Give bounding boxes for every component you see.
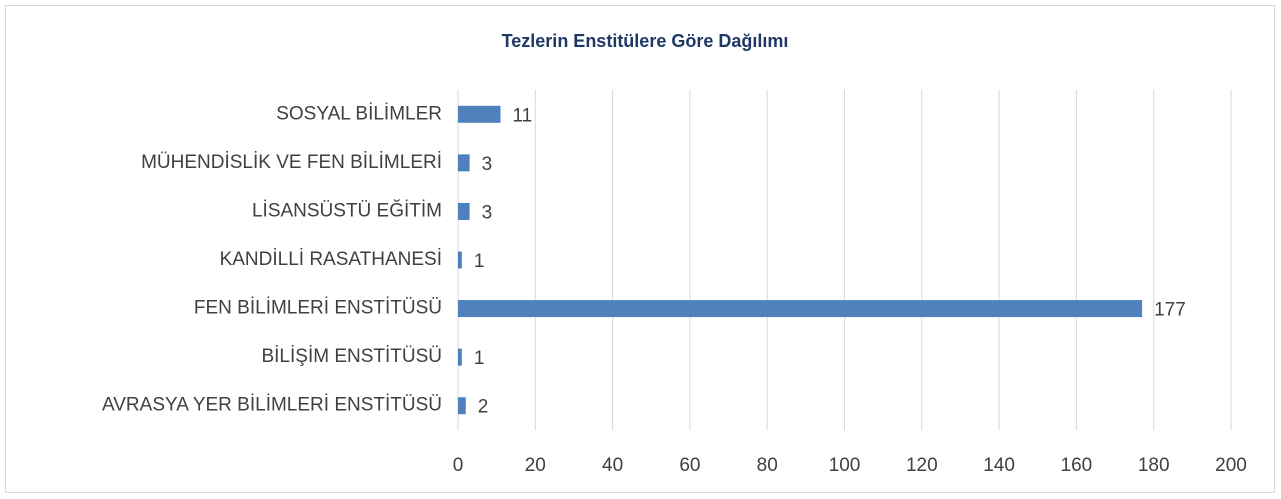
x-tick-label: 0 [453,455,464,476]
data-label: 1 [474,251,485,272]
x-tick-label: 180 [1138,455,1170,476]
x-tick-label: 60 [679,455,700,476]
bar [458,154,470,172]
y-tick-label: FEN BİLİMLERİ ENSTİTÜSÜ [194,298,442,319]
y-tick-label: KANDİLLİ RASATHANESİ [220,249,442,270]
x-tick-label: 140 [983,455,1015,476]
data-label: 3 [482,202,493,223]
x-tick-label: 160 [1061,455,1093,476]
data-label: 1 [474,348,485,369]
data-label: 11 [513,105,533,126]
x-tick-label: 120 [906,455,938,476]
y-tick-label: LİSANSÜSTÜ EĞİTİM [252,199,442,221]
data-label: 2 [478,397,489,418]
y-tick-label: SOSYAL BİLİMLER [276,103,442,124]
data-label: 177 [1154,300,1186,321]
bar [458,251,462,269]
bar [458,202,470,220]
bar [458,348,462,366]
bar [458,300,1143,318]
x-tick-label: 100 [829,455,861,476]
data-label: 3 [482,154,493,175]
y-tick-label: MÜHENDİSLİK VE FEN BİLİMLERİ [141,152,442,173]
x-tick-label: 40 [602,455,623,476]
bar [458,397,466,415]
x-tick-label: 20 [525,455,546,476]
chart-title: Tezlerin Enstitülere Göre Dağılımı [502,31,789,51]
x-tick-label: 200 [1215,455,1247,476]
chart-border [5,5,1275,493]
bar [458,105,501,123]
y-tick-label: AVRASYA YER BİLİMLERİ ENSTİTÜSÜ [102,395,442,416]
x-tick-label: 80 [757,455,778,476]
y-tick-label: BİLİŞİM ENSTİTÜSÜ [261,346,442,367]
